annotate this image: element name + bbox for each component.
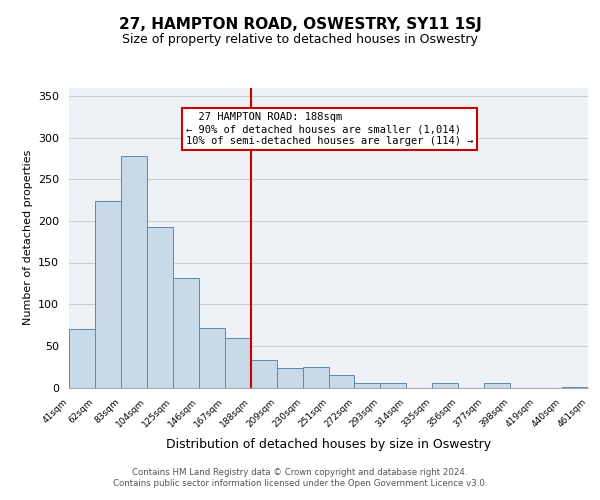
Bar — [69, 329, 95, 388]
Bar — [95, 201, 121, 388]
X-axis label: Distribution of detached houses by size in Oswestry: Distribution of detached houses by size … — [166, 438, 491, 450]
Bar — [173, 278, 199, 388]
Bar — [484, 382, 510, 388]
Bar — [433, 384, 458, 388]
Bar — [121, 156, 147, 388]
Bar — [199, 328, 224, 388]
Y-axis label: Number of detached properties: Number of detached properties — [23, 150, 32, 325]
Bar — [225, 338, 251, 388]
Bar — [251, 360, 277, 388]
Text: 27, HAMPTON ROAD, OSWESTRY, SY11 1SJ: 27, HAMPTON ROAD, OSWESTRY, SY11 1SJ — [119, 18, 481, 32]
Bar — [355, 384, 380, 388]
Bar — [147, 226, 173, 388]
Bar — [329, 375, 355, 388]
Bar — [380, 382, 406, 388]
Text: 27 HAMPTON ROAD: 188sqm
← 90% of detached houses are smaller (1,014)
10% of semi: 27 HAMPTON ROAD: 188sqm ← 90% of detache… — [186, 112, 473, 146]
Bar — [562, 386, 588, 388]
Bar — [277, 368, 302, 388]
Text: Size of property relative to detached houses in Oswestry: Size of property relative to detached ho… — [122, 32, 478, 46]
Text: Contains HM Land Registry data © Crown copyright and database right 2024.
Contai: Contains HM Land Registry data © Crown c… — [113, 468, 487, 487]
Bar — [302, 366, 329, 388]
